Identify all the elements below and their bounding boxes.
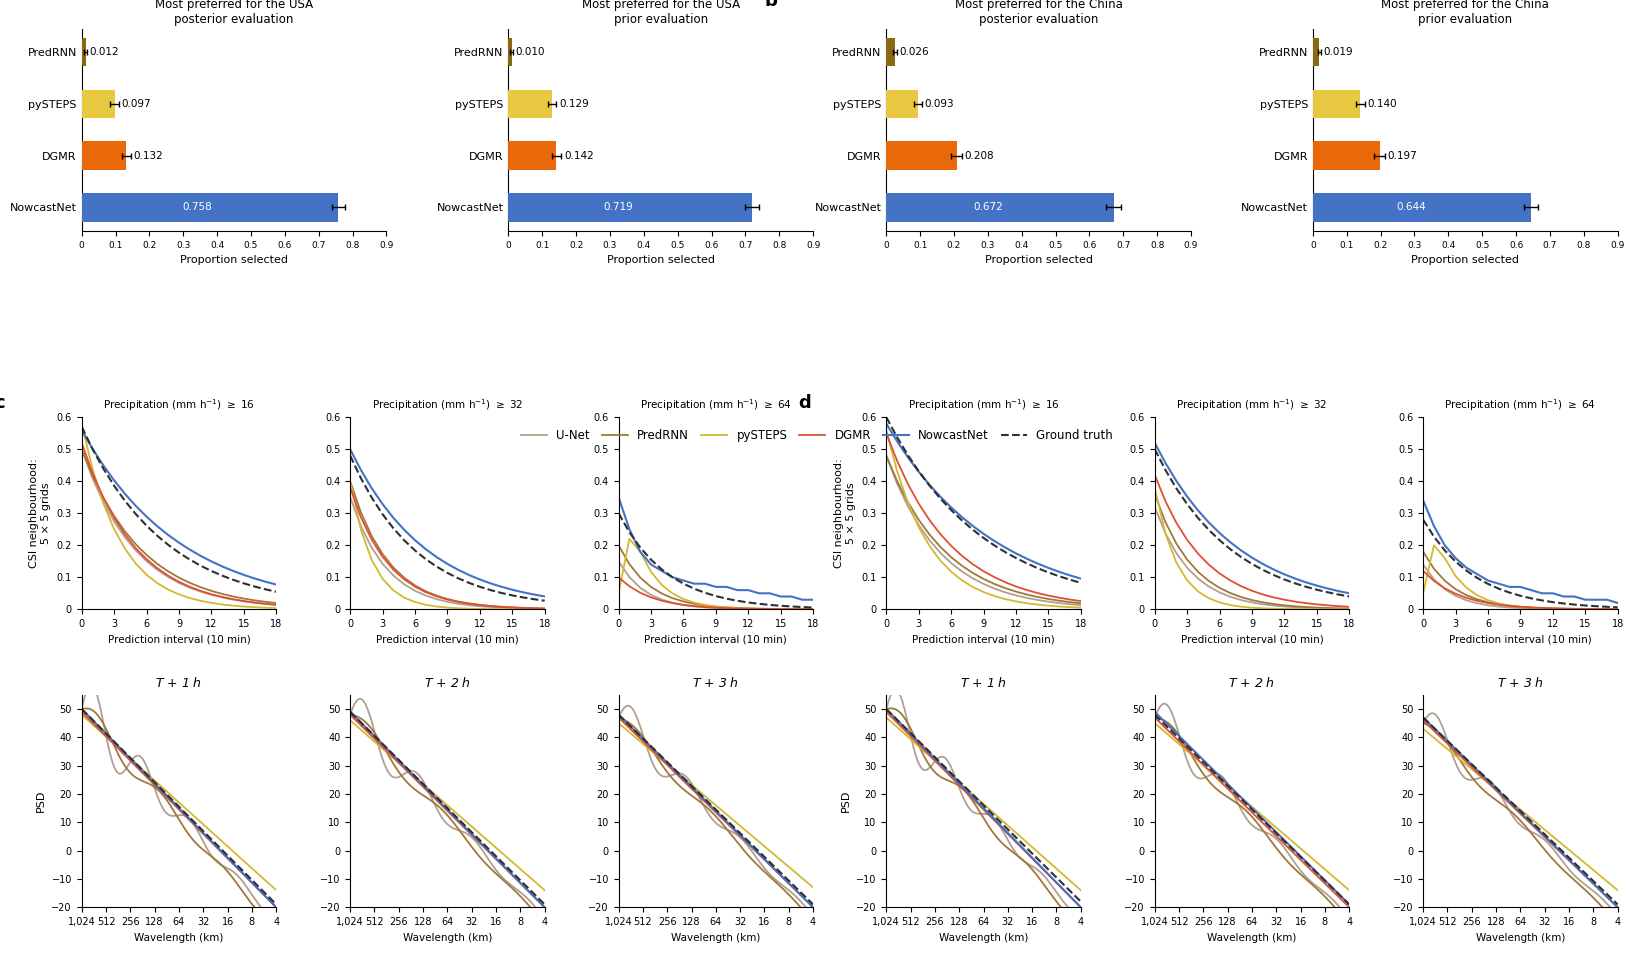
Title: $T$ + 1 h: $T$ + 1 h [155, 675, 203, 690]
Text: 0.140: 0.140 [1368, 99, 1397, 109]
X-axis label: Prediction interval (10 min): Prediction interval (10 min) [644, 635, 788, 645]
Bar [82, 38, 85, 66]
Bar [886, 90, 918, 118]
Bar [886, 141, 956, 170]
X-axis label: Wavelength (km): Wavelength (km) [134, 932, 224, 943]
X-axis label: Proportion selected: Proportion selected [1412, 255, 1520, 265]
Bar [886, 193, 1114, 222]
X-axis label: Proportion selected: Proportion selected [985, 255, 1093, 265]
Text: 0.644: 0.644 [1395, 202, 1426, 213]
Text: d: d [799, 394, 812, 413]
Text: 0.142: 0.142 [564, 151, 593, 160]
Text: 0.019: 0.019 [1324, 47, 1353, 57]
Text: 0.012: 0.012 [90, 47, 119, 57]
Bar [886, 38, 895, 66]
Title: Precipitation (mm h$^{-1}$) $\geq$ 32: Precipitation (mm h$^{-1}$) $\geq$ 32 [373, 397, 523, 413]
Title: $T$ + 2 h: $T$ + 2 h [423, 675, 471, 690]
X-axis label: Wavelength (km): Wavelength (km) [1476, 932, 1565, 943]
Title: $T$ + 3 h: $T$ + 3 h [1497, 675, 1544, 690]
Text: c: c [0, 394, 5, 413]
Title: Most preferred for the USA
prior evaluation: Most preferred for the USA prior evaluat… [582, 0, 740, 26]
Title: Most preferred for the China
prior evaluation: Most preferred for the China prior evalu… [1381, 0, 1549, 26]
Title: Precipitation (mm h$^{-1}$) $\geq$ 16: Precipitation (mm h$^{-1}$) $\geq$ 16 [907, 397, 1059, 413]
X-axis label: Wavelength (km): Wavelength (km) [672, 932, 760, 943]
Bar [1312, 193, 1531, 222]
Bar [508, 193, 752, 222]
Y-axis label: PSD: PSD [36, 790, 46, 813]
Title: $T$ + 1 h: $T$ + 1 h [961, 675, 1007, 690]
X-axis label: Wavelength (km): Wavelength (km) [940, 932, 1028, 943]
Bar [508, 141, 557, 170]
Bar [508, 90, 552, 118]
Title: Most preferred for the China
posterior evaluation: Most preferred for the China posterior e… [954, 0, 1123, 26]
X-axis label: Wavelength (km): Wavelength (km) [402, 932, 492, 943]
Text: 0.197: 0.197 [1387, 151, 1417, 160]
Text: 0.097: 0.097 [121, 99, 150, 109]
X-axis label: Wavelength (km): Wavelength (km) [1208, 932, 1297, 943]
Title: $T$ + 2 h: $T$ + 2 h [1229, 675, 1276, 690]
Title: Precipitation (mm h$^{-1}$) $\geq$ 64: Precipitation (mm h$^{-1}$) $\geq$ 64 [1444, 397, 1596, 413]
Bar [1312, 141, 1379, 170]
X-axis label: Proportion selected: Proportion selected [180, 255, 288, 265]
Text: 0.129: 0.129 [559, 99, 588, 109]
Y-axis label: CSI neighbourhood:
5 × 5 grids: CSI neighbourhood: 5 × 5 grids [833, 458, 856, 568]
Bar [82, 90, 114, 118]
Title: Precipitation (mm h$^{-1}$) $\geq$ 16: Precipitation (mm h$^{-1}$) $\geq$ 16 [103, 397, 255, 413]
Y-axis label: PSD: PSD [840, 790, 850, 813]
X-axis label: Prediction interval (10 min): Prediction interval (10 min) [912, 635, 1056, 645]
Text: b: b [765, 0, 778, 11]
Text: 0.093: 0.093 [925, 99, 954, 109]
Text: 0.758: 0.758 [183, 202, 212, 213]
X-axis label: Prediction interval (10 min): Prediction interval (10 min) [1449, 635, 1592, 645]
X-axis label: Proportion selected: Proportion selected [606, 255, 714, 265]
Text: 0.719: 0.719 [603, 202, 632, 213]
Text: 0.010: 0.010 [516, 47, 546, 57]
Y-axis label: CSI neighbourhood:
5 × 5 grids: CSI neighbourhood: 5 × 5 grids [29, 458, 51, 568]
Text: 0.026: 0.026 [900, 47, 930, 57]
Bar [82, 141, 126, 170]
Text: 0.132: 0.132 [134, 151, 163, 160]
X-axis label: Prediction interval (10 min): Prediction interval (10 min) [376, 635, 518, 645]
Bar [82, 193, 338, 222]
Title: Precipitation (mm h$^{-1}$) $\geq$ 64: Precipitation (mm h$^{-1}$) $\geq$ 64 [641, 397, 792, 413]
Text: 0.672: 0.672 [974, 202, 1003, 213]
Bar [1312, 90, 1361, 118]
Title: $T$ + 3 h: $T$ + 3 h [693, 675, 739, 690]
Bar [1312, 38, 1319, 66]
X-axis label: Prediction interval (10 min): Prediction interval (10 min) [108, 635, 250, 645]
Title: Most preferred for the USA
posterior evaluation: Most preferred for the USA posterior eva… [155, 0, 314, 26]
Text: 0.208: 0.208 [964, 151, 995, 160]
Legend: U-Net, PredRNN, pySTEPS, DGMR, NowcastNet, Ground truth: U-Net, PredRNN, pySTEPS, DGMR, NowcastNe… [516, 424, 1118, 447]
Title: Precipitation (mm h$^{-1}$) $\geq$ 32: Precipitation (mm h$^{-1}$) $\geq$ 32 [1176, 397, 1327, 413]
Bar [508, 38, 511, 66]
X-axis label: Prediction interval (10 min): Prediction interval (10 min) [1181, 635, 1324, 645]
